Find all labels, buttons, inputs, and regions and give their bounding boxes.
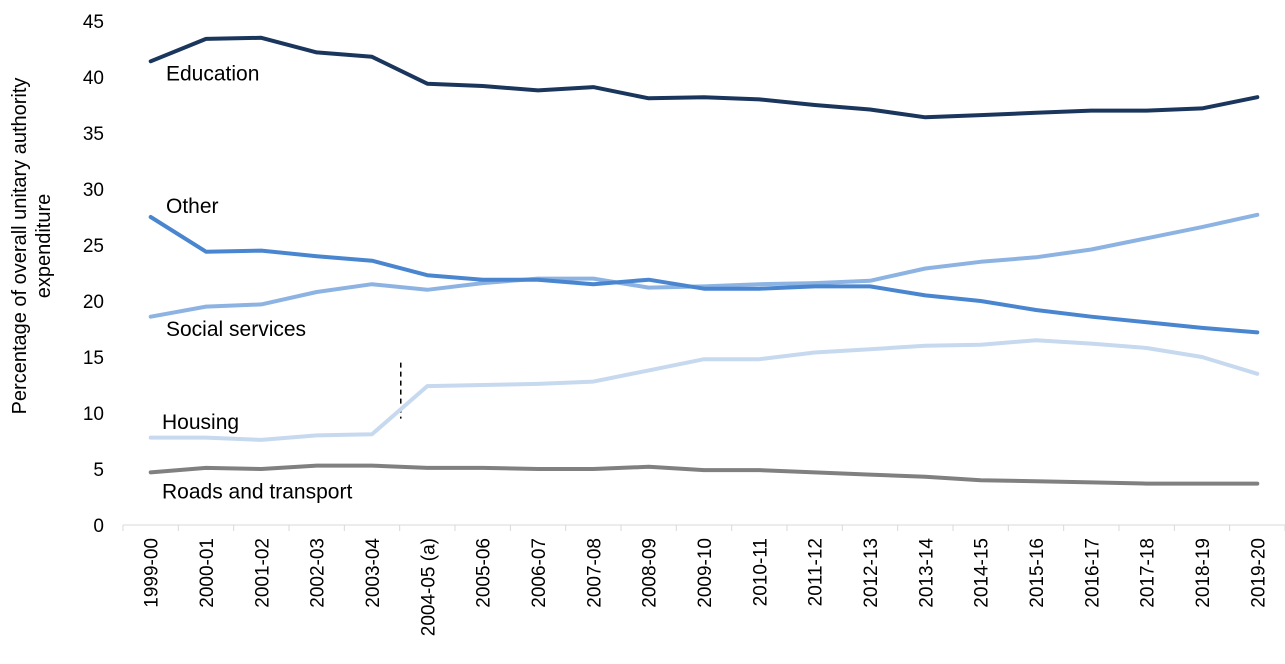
x-tick-label: 2014-15 — [972, 538, 993, 608]
x-tick-label: 2019-20 — [1248, 538, 1269, 608]
x-tick-label: 2001-02 — [252, 538, 273, 608]
y-axis-title-line-1: Percentage of overall unitary authority — [9, 78, 31, 415]
y-tick-label: 30 — [83, 180, 104, 201]
x-tick-label: 2002-03 — [308, 538, 329, 608]
x-tick-label: 2012-13 — [861, 538, 882, 608]
y-tick-label: 15 — [83, 348, 104, 369]
y-tick-label: 0 — [93, 516, 104, 537]
x-tick-label: 2016-17 — [1082, 538, 1103, 608]
x-tick-label: 2009-10 — [695, 538, 716, 608]
y-tick-label: 35 — [83, 124, 104, 145]
y-axis-title-line-2: expenditure — [33, 194, 55, 299]
y-tick-label: 5 — [93, 460, 104, 481]
series-lines — [148, 35, 1260, 486]
y-axis-title: Percentage of overall unitary authority … — [9, 78, 55, 415]
x-tick-label: 2013-14 — [916, 538, 937, 608]
x-tick-label: 2010-11 — [750, 538, 771, 606]
series-line-education — [148, 35, 1260, 120]
series-label-other: Other — [166, 195, 219, 218]
x-tick-label: 2008-09 — [640, 538, 661, 608]
x-tick-label: 2011-12 — [806, 538, 827, 606]
y-axis-ticks: 0 5 10 15 20 25 30 35 40 45 — [83, 12, 104, 537]
x-tick-label: 2000-01 — [197, 538, 218, 608]
x-tick-label: 2006-07 — [529, 538, 550, 608]
series-line-roads-and-transport — [148, 463, 1260, 486]
series-label-housing: Housing — [162, 411, 239, 434]
x-tick-label: 2003-04 — [363, 538, 384, 608]
series-line-other — [148, 215, 1260, 335]
x-tick-label: 2018-19 — [1193, 538, 1214, 608]
x-tick-label: 2017-18 — [1138, 538, 1159, 608]
series-label-education: Education — [166, 63, 259, 86]
y-tick-label: 20 — [83, 292, 104, 313]
y-tick-label: 40 — [83, 68, 104, 89]
y-tick-label: 45 — [83, 12, 104, 33]
y-tick-label: 10 — [83, 404, 104, 425]
x-tick-label: 2015-16 — [1027, 538, 1048, 608]
x-tick-label: 2005-06 — [474, 538, 495, 608]
x-tick-label: 2007-08 — [584, 538, 605, 608]
x-tick-label: 1999-00 — [142, 538, 163, 608]
series-line-social-services — [148, 212, 1260, 319]
x-axis-ticks: 1999-00 2000-01 2001-02 2002-03 2003-04 2004-… — [122, 525, 1285, 636]
x-tick-label: 2004-05 (a) — [418, 538, 439, 636]
series-labels: Education Other Social services Housing Road… — [162, 63, 352, 504]
series-label-roads-and-transport: Roads and transport — [162, 480, 352, 503]
y-tick-label: 25 — [83, 236, 104, 257]
series-line-housing — [148, 338, 1260, 442]
series-label-social-services: Social services — [166, 318, 306, 341]
